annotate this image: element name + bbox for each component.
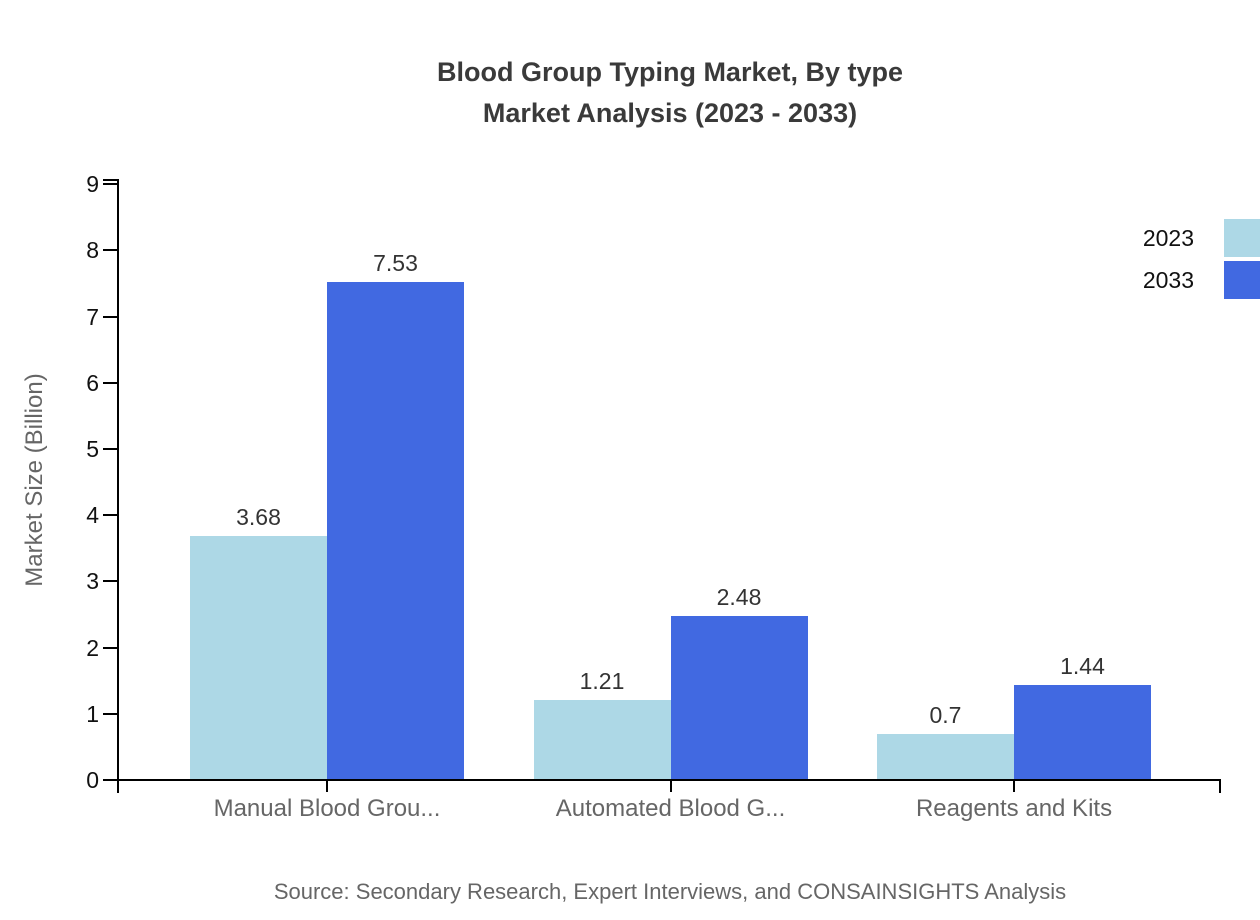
y-axis-line xyxy=(117,179,119,782)
x-tick xyxy=(326,780,328,792)
legend-label: 2023 xyxy=(1142,225,1194,251)
y-tick-label: 7 xyxy=(86,304,99,330)
bar-value-label: 1.44 xyxy=(1060,653,1105,679)
x-tick xyxy=(669,780,672,792)
x-axis-category-label: Manual Blood Grou... xyxy=(213,795,441,822)
y-tick-label: 9 xyxy=(86,171,99,197)
y-tick xyxy=(103,183,117,185)
y-tick xyxy=(103,713,117,715)
y-tick xyxy=(103,647,117,649)
chart-title-line2: Market Analysis (2023 - 2033) xyxy=(482,98,858,128)
legend-label: 2033 xyxy=(1142,267,1194,293)
bar-value-label: 2.48 xyxy=(716,584,762,610)
y-tick-label: 6 xyxy=(86,370,99,396)
x-axis-right-cap xyxy=(1219,781,1221,793)
y-tick xyxy=(103,382,117,384)
y-tick-label: 2 xyxy=(86,635,99,661)
chart-title-line1: Blood Group Typing Market, By type xyxy=(436,57,904,87)
source-note: Source: Secondary Research, Expert Inter… xyxy=(273,879,1067,904)
y-tick xyxy=(103,580,117,582)
y-tick xyxy=(103,316,117,318)
bar-2023-2 xyxy=(877,734,1014,780)
bar-2023-0 xyxy=(190,536,327,780)
legend-swatch xyxy=(1224,261,1260,299)
legend: 2023 2033 xyxy=(1143,219,1260,299)
legend-item-2023: 2023 xyxy=(1143,219,1260,257)
x-axis-left-cap xyxy=(117,781,119,793)
y-tick-label: 5 xyxy=(86,436,99,462)
bar-value-label: 7.53 xyxy=(373,250,418,276)
legend-item-2033: 2033 xyxy=(1143,261,1260,299)
y-axis-top-cap xyxy=(103,179,119,181)
y-tick xyxy=(103,448,117,450)
y-tick-label: 0 xyxy=(86,767,99,793)
y-tick-label: 4 xyxy=(86,502,99,528)
x-axis-category-label: Reagents and Kits xyxy=(915,795,1113,822)
legend-swatch xyxy=(1224,219,1260,257)
x-axis-category-label: Automated Blood G... xyxy=(555,795,786,822)
bar-2033-1 xyxy=(670,616,808,780)
bar-value-label: 3.68 xyxy=(236,504,281,530)
y-tick-label: 8 xyxy=(86,237,99,263)
y-tick-label: 3 xyxy=(86,568,99,594)
bar-value-label: 0.7 xyxy=(929,702,962,728)
bar-2033-2 xyxy=(1014,685,1151,780)
bar-2033-0 xyxy=(327,282,464,780)
chart-title: Blood Group Typing Market, By type Marke… xyxy=(437,52,903,134)
y-tick xyxy=(103,249,117,251)
y-tick-label: 1 xyxy=(86,701,99,727)
x-axis-line xyxy=(117,779,1221,781)
y-tick xyxy=(103,514,117,516)
bar-2023-1 xyxy=(533,700,671,780)
bar-value-label: 1.21 xyxy=(579,668,625,694)
x-tick xyxy=(1013,780,1015,792)
y-tick xyxy=(103,779,117,781)
